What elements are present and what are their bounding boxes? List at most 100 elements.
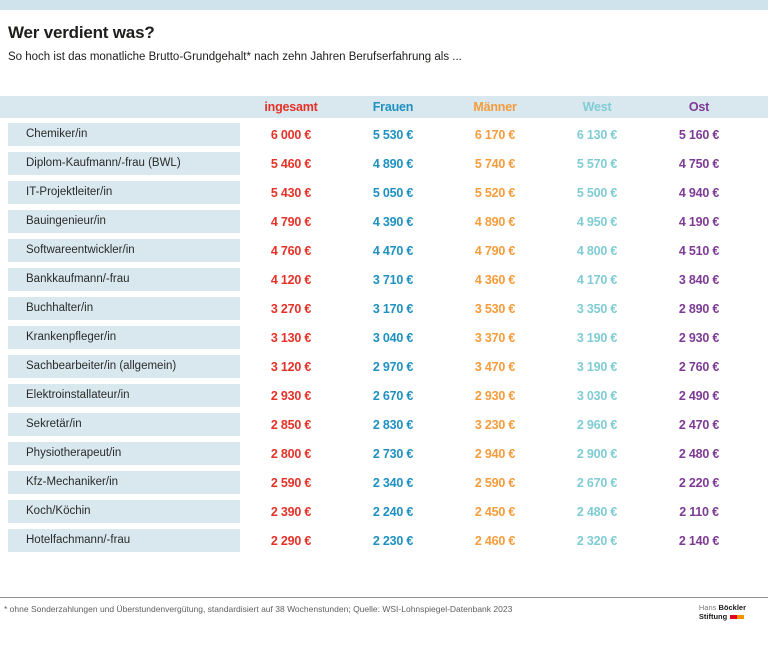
- footnote-source-text: * ohne Sonderzahlungen und Überstundenve…: [4, 604, 513, 614]
- salary-value: 3 230 €: [474, 417, 516, 432]
- profession-label: Hotelfachmann/-frau: [8, 529, 240, 552]
- profession-label: Chemiker/in: [8, 123, 240, 146]
- salary-value: 2 890 €: [678, 301, 720, 316]
- page-header: Wer verdient was? So hoch ist das monatl…: [0, 10, 768, 64]
- salary-value: 4 390 €: [372, 214, 414, 229]
- salary-value: 4 120 €: [270, 272, 312, 287]
- profession-label: Kfz-Mechaniker/in: [8, 471, 240, 494]
- salary-value: 4 790 €: [270, 214, 312, 229]
- salary-value: 3 270 €: [270, 301, 312, 316]
- profession-label: Physiotherapeut/in: [8, 442, 240, 465]
- profession-label: Diplom-Kaufmann/-frau (BWL): [8, 152, 240, 175]
- profession-label: Sachbearbeiter/in (allgemein): [8, 355, 240, 378]
- page-subtitle: So hoch ist das monatliche Brutto-Grundg…: [8, 51, 462, 63]
- top-accent-bar: [0, 0, 768, 10]
- salary-value: 2 830 €: [372, 417, 414, 432]
- salary-value: 4 760 €: [270, 243, 312, 258]
- salary-value: 2 670 €: [576, 475, 618, 490]
- table-row: Sekretär/in 2 850 € 2 830 € 3 230 € 2 960 € 2…: [0, 413, 768, 436]
- salary-value: 4 190 €: [678, 214, 720, 229]
- salary-value: 2 240 €: [372, 504, 414, 519]
- salary-value: 3 170 €: [372, 301, 414, 316]
- logo-flag-red: [730, 615, 738, 619]
- salary-value: 4 800 €: [576, 243, 618, 258]
- salary-value: 4 170 €: [576, 272, 618, 287]
- salary-value: 3 840 €: [678, 272, 720, 287]
- table-row: Chemiker/in 6 000 € 5 530 € 6 170 € 6 130 € 5…: [0, 123, 768, 146]
- footer: * ohne Sonderzahlungen und Überstundenve…: [0, 597, 768, 621]
- salary-value: 2 590 €: [270, 475, 312, 490]
- salary-value: 2 140 €: [678, 533, 720, 548]
- salary-value: 3 190 €: [576, 359, 618, 374]
- salary-value: 5 500 €: [576, 185, 618, 200]
- salary-value: 6 130 €: [576, 127, 618, 142]
- salary-value: 4 890 €: [372, 156, 414, 171]
- profession-label: Bauingenieur/in: [8, 210, 240, 233]
- salary-value: 5 570 €: [576, 156, 618, 171]
- salary-value: 2 490 €: [678, 388, 720, 403]
- logo-line1: Hans Böckler: [698, 603, 746, 612]
- salary-value: 3 370 €: [474, 330, 516, 345]
- salary-value: 2 590 €: [474, 475, 516, 490]
- salary-value: 2 900 €: [576, 446, 618, 461]
- salary-value: 2 480 €: [678, 446, 720, 461]
- salary-value: 2 930 €: [270, 388, 312, 403]
- salary-value: 3 190 €: [576, 330, 618, 345]
- salary-value: 6 170 €: [474, 127, 516, 142]
- salary-value: 4 470 €: [372, 243, 414, 258]
- table-row: Bankkaufmann/-frau 4 120 € 3 710 € 4 360 € 4…: [0, 268, 768, 291]
- salary-value: 2 450 €: [474, 504, 516, 519]
- salary-value: 2 290 €: [270, 533, 312, 548]
- salary-value: 6 000 €: [270, 127, 312, 142]
- salary-value: 2 930 €: [474, 388, 516, 403]
- table-row: Physiotherapeut/in 2 800 € 2 730 € 2 940 € 2…: [0, 442, 768, 465]
- table-row: IT-Projektleiter/in 5 430 € 5 050 € 5 520 €…: [0, 181, 768, 204]
- salary-value: 2 960 €: [576, 417, 618, 432]
- salary-value: 3 530 €: [474, 301, 516, 316]
- column-header-4: West: [582, 100, 612, 114]
- table-row: Softwareentwickler/in 4 760 € 4 470 € 4 790…: [0, 239, 768, 262]
- salary-value: 2 470 €: [678, 417, 720, 432]
- salary-value: 3 130 €: [270, 330, 312, 345]
- table-row: Kfz-Mechaniker/in 2 590 € 2 340 € 2 590 € 2 …: [0, 471, 768, 494]
- salary-value: 3 710 €: [372, 272, 414, 287]
- salary-value: 2 460 €: [474, 533, 516, 548]
- salary-value: 2 760 €: [678, 359, 720, 374]
- salary-value: 2 850 €: [270, 417, 312, 432]
- salary-value: 5 430 €: [270, 185, 312, 200]
- salary-value: 3 030 €: [576, 388, 618, 403]
- profession-label: Elektroinstallateur/in: [8, 384, 240, 407]
- salary-value: 3 470 €: [474, 359, 516, 374]
- table-row: Buchhalter/in 3 270 € 3 170 € 3 530 € 3 350 …: [0, 297, 768, 320]
- salary-value: 5 740 €: [474, 156, 516, 171]
- table-row: Bauingenieur/in 4 790 € 4 390 € 4 890 € 4 95…: [0, 210, 768, 233]
- salary-value: 2 390 €: [270, 504, 312, 519]
- table-row: Hotelfachmann/-frau 2 290 € 2 230 € 2 460 €…: [0, 529, 768, 552]
- salary-value: 4 950 €: [576, 214, 618, 229]
- salary-value: 2 480 €: [576, 504, 618, 519]
- salary-value: 2 220 €: [678, 475, 720, 490]
- profession-label: IT-Projektleiter/in: [8, 181, 240, 204]
- logo-line2: Stiftung: [699, 612, 746, 621]
- salary-value: 4 360 €: [474, 272, 516, 287]
- table-row: Sachbearbeiter/in (allgemein) 3 120 € 2 97…: [0, 355, 768, 378]
- salary-value: 5 050 €: [372, 185, 414, 200]
- page-title: Wer verdient was?: [8, 23, 155, 42]
- salary-value: 2 970 €: [372, 359, 414, 374]
- salary-value: 3 120 €: [270, 359, 312, 374]
- salary-value: 2 320 €: [576, 533, 618, 548]
- salary-value: 4 750 €: [678, 156, 720, 171]
- table-row: Elektroinstallateur/in 2 930 € 2 670 € 2 93…: [0, 384, 768, 407]
- table-row: Krankenpfleger/in 3 130 € 3 040 € 3 370 € 3 …: [0, 326, 768, 349]
- column-header-2: Frauen: [372, 100, 414, 114]
- column-header-1: ingesamt: [264, 100, 318, 114]
- table-body: Chemiker/in 6 000 € 5 530 € 6 170 € 6 130 € 5…: [0, 123, 768, 552]
- salary-value: 5 530 €: [372, 127, 414, 142]
- logo-flag-orange: [737, 615, 745, 619]
- column-header-3: Männer: [473, 100, 517, 114]
- hans-boeckler-stiftung-logo: Hans Böckler Stiftung: [699, 603, 746, 621]
- salary-value: 4 510 €: [678, 243, 720, 258]
- salary-value: 4 890 €: [474, 214, 516, 229]
- table-row: Diplom-Kaufmann/-frau (BWL) 5 460 € 4 890 …: [0, 152, 768, 175]
- salary-value: 3 350 €: [576, 301, 618, 316]
